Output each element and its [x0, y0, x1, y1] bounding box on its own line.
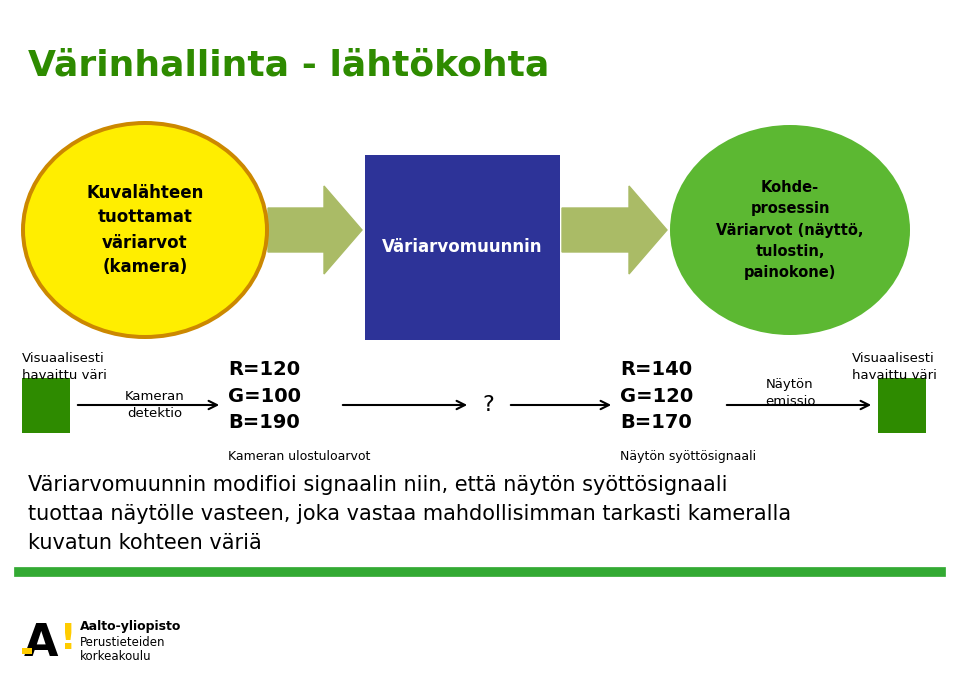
Text: Näytön syöttösignaali: Näytön syöttösignaali	[620, 450, 756, 463]
Text: Aalto-yliopisto: Aalto-yliopisto	[80, 620, 181, 633]
Ellipse shape	[25, 125, 265, 335]
Ellipse shape	[670, 125, 910, 335]
Text: Kohde-
prosessin
Väriarvot (näyttö,
tulostin,
painokone): Kohde- prosessin Väriarvot (näyttö, tulo…	[716, 181, 864, 280]
Bar	[22, 378, 70, 433]
Text: Väriarvomuunnin: Väriarvomuunnin	[382, 239, 542, 256]
Text: Perustieteiden: Perustieteiden	[80, 636, 165, 649]
Text: Kameran ulostuloarvot: Kameran ulostuloarvot	[228, 450, 371, 463]
Bar	[878, 378, 926, 433]
Text: Värinhallinta - lähtökohta: Värinhallinta - lähtökohta	[28, 48, 549, 82]
Text: Väriarvomuunnin modifioi signaalin niin, että näytön syöttösignaali
tuottaa näyt: Väriarvomuunnin modifioi signaalin niin,…	[28, 475, 791, 552]
Text: korkeakoulu: korkeakoulu	[80, 650, 152, 663]
Text: Visuaalisesti
havaittu väri: Visuaalisesti havaittu väri	[22, 352, 107, 382]
Polygon shape	[562, 186, 667, 274]
Text: Visuaalisesti
havaittu väri: Visuaalisesti havaittu väri	[852, 352, 937, 382]
Text: !: !	[60, 622, 77, 656]
Text: Kameran
detektio: Kameran detektio	[125, 390, 185, 420]
Bar	[22, 648, 32, 654]
Text: R=140
G=120
B=170: R=140 G=120 B=170	[620, 360, 693, 432]
FancyBboxPatch shape	[365, 155, 560, 340]
Text: A: A	[24, 622, 59, 665]
Text: R=120
G=100
B=190: R=120 G=100 B=190	[228, 360, 301, 432]
Ellipse shape	[21, 121, 269, 339]
Polygon shape	[268, 186, 362, 274]
Text: Kuvalähteen
tuottamat
väriarvot
(kamera): Kuvalähteen tuottamat väriarvot (kamera)	[86, 183, 204, 276]
Text: Näytön
emissio: Näytön emissio	[765, 378, 815, 408]
Text: ?: ?	[482, 395, 493, 415]
